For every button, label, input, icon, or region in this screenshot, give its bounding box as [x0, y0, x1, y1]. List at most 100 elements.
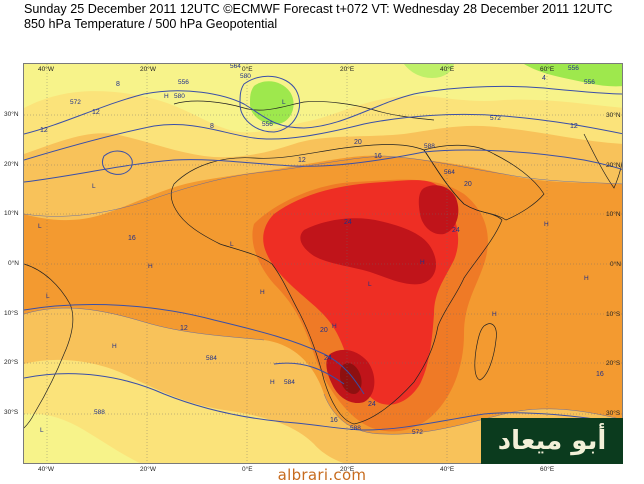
lon-label-top: 20°W [140, 66, 156, 73]
madagascar-coastline [474, 323, 497, 381]
temp-label: 24 [368, 401, 376, 408]
lat-label-left: 0°N [8, 260, 19, 267]
low-marker: L [40, 427, 44, 434]
temp-label: 12 [180, 325, 188, 332]
temp-band-dark-red-east [418, 185, 459, 235]
lat-label-right: 0°N [610, 261, 621, 268]
site-watermark: albrari.com [277, 466, 367, 484]
geopotential-label: 584 [206, 355, 217, 362]
lat-label-left: 10°S [4, 310, 19, 317]
india-coastline [583, 133, 622, 189]
temp-label: 16 [374, 153, 382, 160]
lon-label-bottom: 40°W [38, 466, 54, 473]
low-marker: L [230, 241, 234, 248]
temp-label: 24 [324, 355, 332, 362]
geopotential-label: 588 [94, 409, 105, 416]
temp-label: 16 [128, 235, 136, 242]
lon-label-top: 60°E [540, 66, 555, 73]
geopotential-label-layer: 556 556 556 588 588 588 580 572 572 572 … [70, 64, 595, 436]
temp-label: 20 [464, 181, 472, 188]
high-marker: H [584, 275, 589, 282]
lat-label-right: 30°N [606, 112, 621, 119]
geopotential-label: 572 [412, 429, 423, 436]
lat-label-right: 20°S [606, 360, 621, 367]
temp-band-cool-yellow [24, 64, 622, 133]
geopotential-label: 564 [444, 169, 455, 176]
lon-label-bottom: 60°E [540, 466, 555, 473]
temp-label: 12 [570, 123, 578, 130]
cold-pocket-green-n [404, 64, 454, 78]
lat-label-right: 10°S [606, 311, 621, 318]
geopotential-label: 584 [284, 379, 295, 386]
lon-label-bottom: 20°E [340, 466, 355, 473]
temp-label: 24 [344, 219, 352, 226]
temp-label: 8 [116, 81, 120, 88]
forecast-map: 8 12 12 16 16 16 20 20 24 24 24 24 12 16… [23, 63, 623, 464]
high-marker: H [260, 289, 265, 296]
temp-label: 12 [92, 109, 100, 116]
temp-band-south-cool-yellow [24, 413, 140, 463]
low-marker: L [38, 223, 42, 230]
lon-label-top: 0°E [242, 66, 253, 73]
temp-label: 16 [330, 417, 338, 424]
geopotential-label: 588 [424, 143, 435, 150]
temp-band-dark-red [300, 218, 437, 285]
temp-label: 12 [40, 127, 48, 134]
high-marker: H [492, 311, 497, 318]
temp-label: 20 [320, 327, 328, 334]
cold-pocket-green-ne [524, 64, 622, 87]
map-grid [24, 64, 622, 463]
temp-label: 8 [210, 123, 214, 130]
map-title-block: Sunday 25 December 2011 12UTC ©ECMWF For… [24, 2, 636, 32]
lon-label-top: 20°E [340, 66, 355, 73]
lat-label-left: 30°S [4, 409, 19, 416]
south-america-coastline [24, 263, 74, 429]
africa-coastline [170, 144, 503, 425]
geopotential-label: 588 [350, 425, 361, 432]
geopotential-label: 572 [490, 115, 501, 122]
lat-label-right: 30°S [606, 410, 621, 417]
geopotential-label: 556 [178, 79, 189, 86]
lon-label-bottom: 0°E [242, 466, 253, 473]
high-marker: H [420, 259, 425, 266]
high-marker: H [270, 379, 275, 386]
lat-label-left: 20°S [4, 359, 19, 366]
forecast-subtitle: 850 hPa Temperature / 500 hPa Geopotenti… [24, 17, 278, 31]
geopotential-label: 572 [70, 99, 81, 106]
temperature-contours [24, 155, 622, 435]
cold-pocket-green [250, 81, 294, 125]
lat-label-right: 10°N [606, 211, 621, 218]
geopotential-contours [24, 75, 622, 431]
temp-label: 16 [596, 371, 604, 378]
temp-label: 24 [452, 227, 460, 234]
high-marker: H [112, 343, 117, 350]
lon-label-bottom: 40°E [440, 466, 455, 473]
temp-label: 20 [354, 139, 362, 146]
geopotential-label: 556 [584, 79, 595, 86]
low-marker: L [282, 99, 286, 106]
lon-label-top: 40°W [38, 66, 54, 73]
lon-label-top: 40°E [440, 66, 455, 73]
lat-label-left: 10°N [4, 210, 19, 217]
lat-label-left: 30°N [4, 111, 19, 118]
high-marker: H [544, 221, 549, 228]
temp-band-south-pale-yellow [24, 359, 344, 463]
low-marker: L [368, 281, 372, 288]
map-canvas: 8 12 12 16 16 16 20 20 24 24 24 24 12 16… [24, 64, 622, 463]
lat-label-left: 20°N [4, 161, 19, 168]
temp-label: 12 [298, 157, 306, 164]
high-marker: H [164, 93, 169, 100]
arabic-watermark-logo: أبو ميعاد [481, 418, 623, 464]
geopotential-label: 556 [568, 65, 579, 72]
temperature-label-layer: 8 12 12 16 16 16 20 20 24 24 24 24 12 16… [40, 75, 604, 424]
geopotential-label: 556 [262, 121, 273, 128]
geopotential-label: 580 [174, 93, 185, 100]
low-marker: L [46, 293, 50, 300]
temp-label: 4 [542, 75, 546, 82]
forecast-title: Sunday 25 December 2011 12UTC ©ECMWF For… [24, 2, 613, 16]
geopotential-label: 580 [240, 73, 251, 80]
low-marker: L [92, 183, 96, 190]
lon-label-bottom: 20°W [140, 466, 156, 473]
lat-label-right: 20°N [606, 162, 621, 169]
high-marker: H [332, 323, 337, 330]
